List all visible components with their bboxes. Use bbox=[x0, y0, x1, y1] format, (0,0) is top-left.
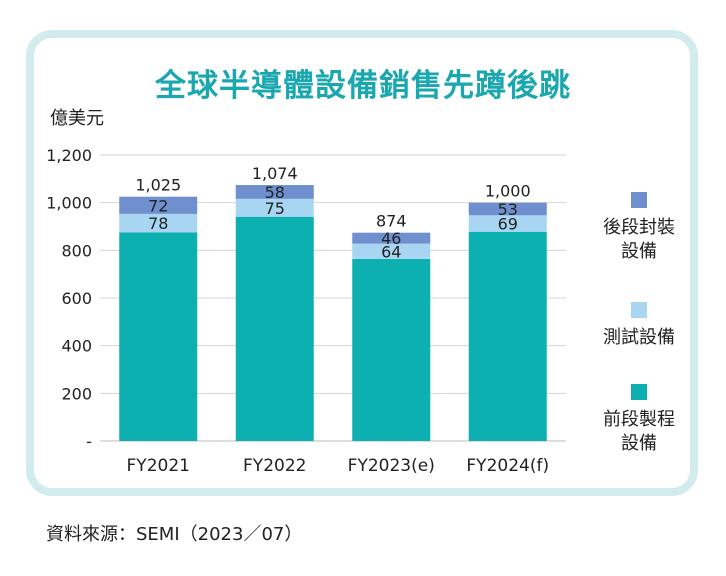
y-tick-label: 800 bbox=[61, 241, 92, 260]
y-tick-label: 400 bbox=[61, 337, 92, 356]
total-value-label: 874 bbox=[376, 212, 407, 231]
y-tick-label: 200 bbox=[61, 384, 92, 403]
total-value-label: 1,074 bbox=[252, 164, 298, 183]
y-tick-label: - bbox=[86, 432, 92, 451]
total-value-label: 1,000 bbox=[485, 182, 531, 201]
legend-label-backend: 後段封裝 設備 bbox=[603, 217, 675, 262]
x-tick-label: FY2022 bbox=[243, 456, 306, 476]
segment-value-label: 72 bbox=[148, 196, 168, 215]
bar-segment bbox=[468, 215, 547, 232]
segment-value-label: 69 bbox=[498, 215, 518, 234]
bar-segment bbox=[352, 232, 431, 244]
x-tick-label: FY2023(e) bbox=[348, 456, 435, 476]
bar-segment bbox=[119, 232, 198, 441]
segment-value-label: 78 bbox=[148, 214, 168, 233]
bar-segment bbox=[235, 185, 314, 199]
x-tick-label: FY2024(f) bbox=[466, 456, 549, 476]
y-tick-label: 600 bbox=[61, 289, 92, 308]
bar-segment bbox=[235, 198, 314, 217]
y-tick-label: 1,200 bbox=[46, 146, 92, 165]
bar-segment bbox=[235, 216, 314, 441]
segment-value-label: 53 bbox=[498, 200, 518, 219]
bar-segment bbox=[352, 243, 431, 259]
bar-segment bbox=[352, 258, 431, 441]
segment-value-label: 64 bbox=[381, 242, 401, 261]
chart-title: 全球半導體設備銷售先蹲後跳 bbox=[155, 68, 571, 104]
segment-value-label: 46 bbox=[381, 229, 401, 248]
legend-item-frontend: 前段製程 設備 bbox=[584, 384, 694, 456]
bar-segment bbox=[468, 202, 547, 216]
legend-swatch-backend bbox=[631, 192, 647, 208]
bar-segment bbox=[468, 231, 547, 441]
bar-segment bbox=[119, 213, 198, 233]
segment-value-label: 58 bbox=[265, 183, 285, 202]
legend-swatch-test bbox=[631, 302, 647, 318]
y-tick-label: 1,000 bbox=[46, 194, 92, 213]
total-value-label: 1,025 bbox=[135, 176, 181, 195]
legend-label-frontend: 前段製程 設備 bbox=[603, 409, 675, 454]
legend-item-test: 測試設備 bbox=[584, 302, 694, 350]
x-tick-label: FY2021 bbox=[127, 456, 190, 476]
segment-value-label: 75 bbox=[265, 199, 285, 218]
source-note: 資料來源：SEMI（2023／07） bbox=[46, 524, 303, 545]
legend-item-backend: 後段封裝 設備 bbox=[584, 192, 694, 264]
bar-segment bbox=[119, 196, 198, 214]
y-axis-unit: 億美元 bbox=[50, 108, 104, 129]
legend-label-test: 測試設備 bbox=[603, 327, 675, 348]
legend-swatch-frontend bbox=[631, 384, 647, 400]
